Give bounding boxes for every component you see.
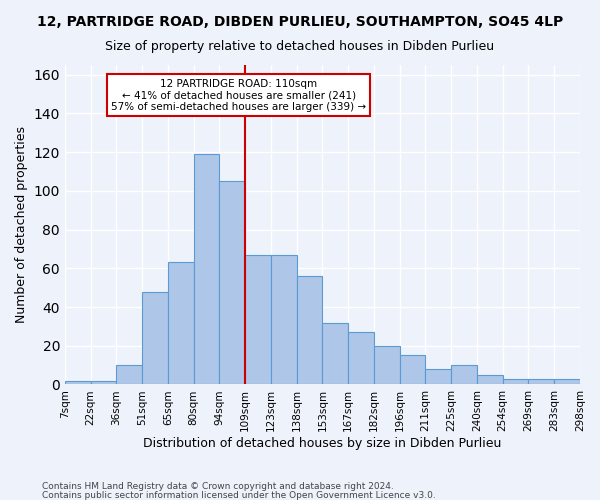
Bar <box>400 356 425 384</box>
Text: Contains public sector information licensed under the Open Government Licence v3: Contains public sector information licen… <box>42 490 436 500</box>
Bar <box>271 254 297 384</box>
Bar <box>554 378 580 384</box>
Bar <box>194 154 220 384</box>
Bar <box>220 181 245 384</box>
Bar <box>297 276 322 384</box>
Y-axis label: Number of detached properties: Number of detached properties <box>15 126 28 323</box>
Text: 12, PARTRIDGE ROAD, DIBDEN PURLIEU, SOUTHAMPTON, SO45 4LP: 12, PARTRIDGE ROAD, DIBDEN PURLIEU, SOUT… <box>37 15 563 29</box>
Bar <box>91 380 116 384</box>
Bar <box>65 380 91 384</box>
X-axis label: Distribution of detached houses by size in Dibden Purlieu: Distribution of detached houses by size … <box>143 437 502 450</box>
Bar <box>322 322 348 384</box>
Text: Contains HM Land Registry data © Crown copyright and database right 2024.: Contains HM Land Registry data © Crown c… <box>42 482 394 491</box>
Bar <box>529 378 554 384</box>
Bar <box>142 292 168 384</box>
Bar <box>425 369 451 384</box>
Bar <box>477 375 503 384</box>
Bar <box>451 365 477 384</box>
Bar <box>374 346 400 385</box>
Bar <box>116 365 142 384</box>
Bar <box>245 254 271 384</box>
Text: 12 PARTRIDGE ROAD: 110sqm
← 41% of detached houses are smaller (241)
57% of semi: 12 PARTRIDGE ROAD: 110sqm ← 41% of detac… <box>111 78 367 112</box>
Bar <box>168 262 194 384</box>
Bar <box>503 378 529 384</box>
Text: Size of property relative to detached houses in Dibden Purlieu: Size of property relative to detached ho… <box>106 40 494 53</box>
Bar <box>348 332 374 384</box>
